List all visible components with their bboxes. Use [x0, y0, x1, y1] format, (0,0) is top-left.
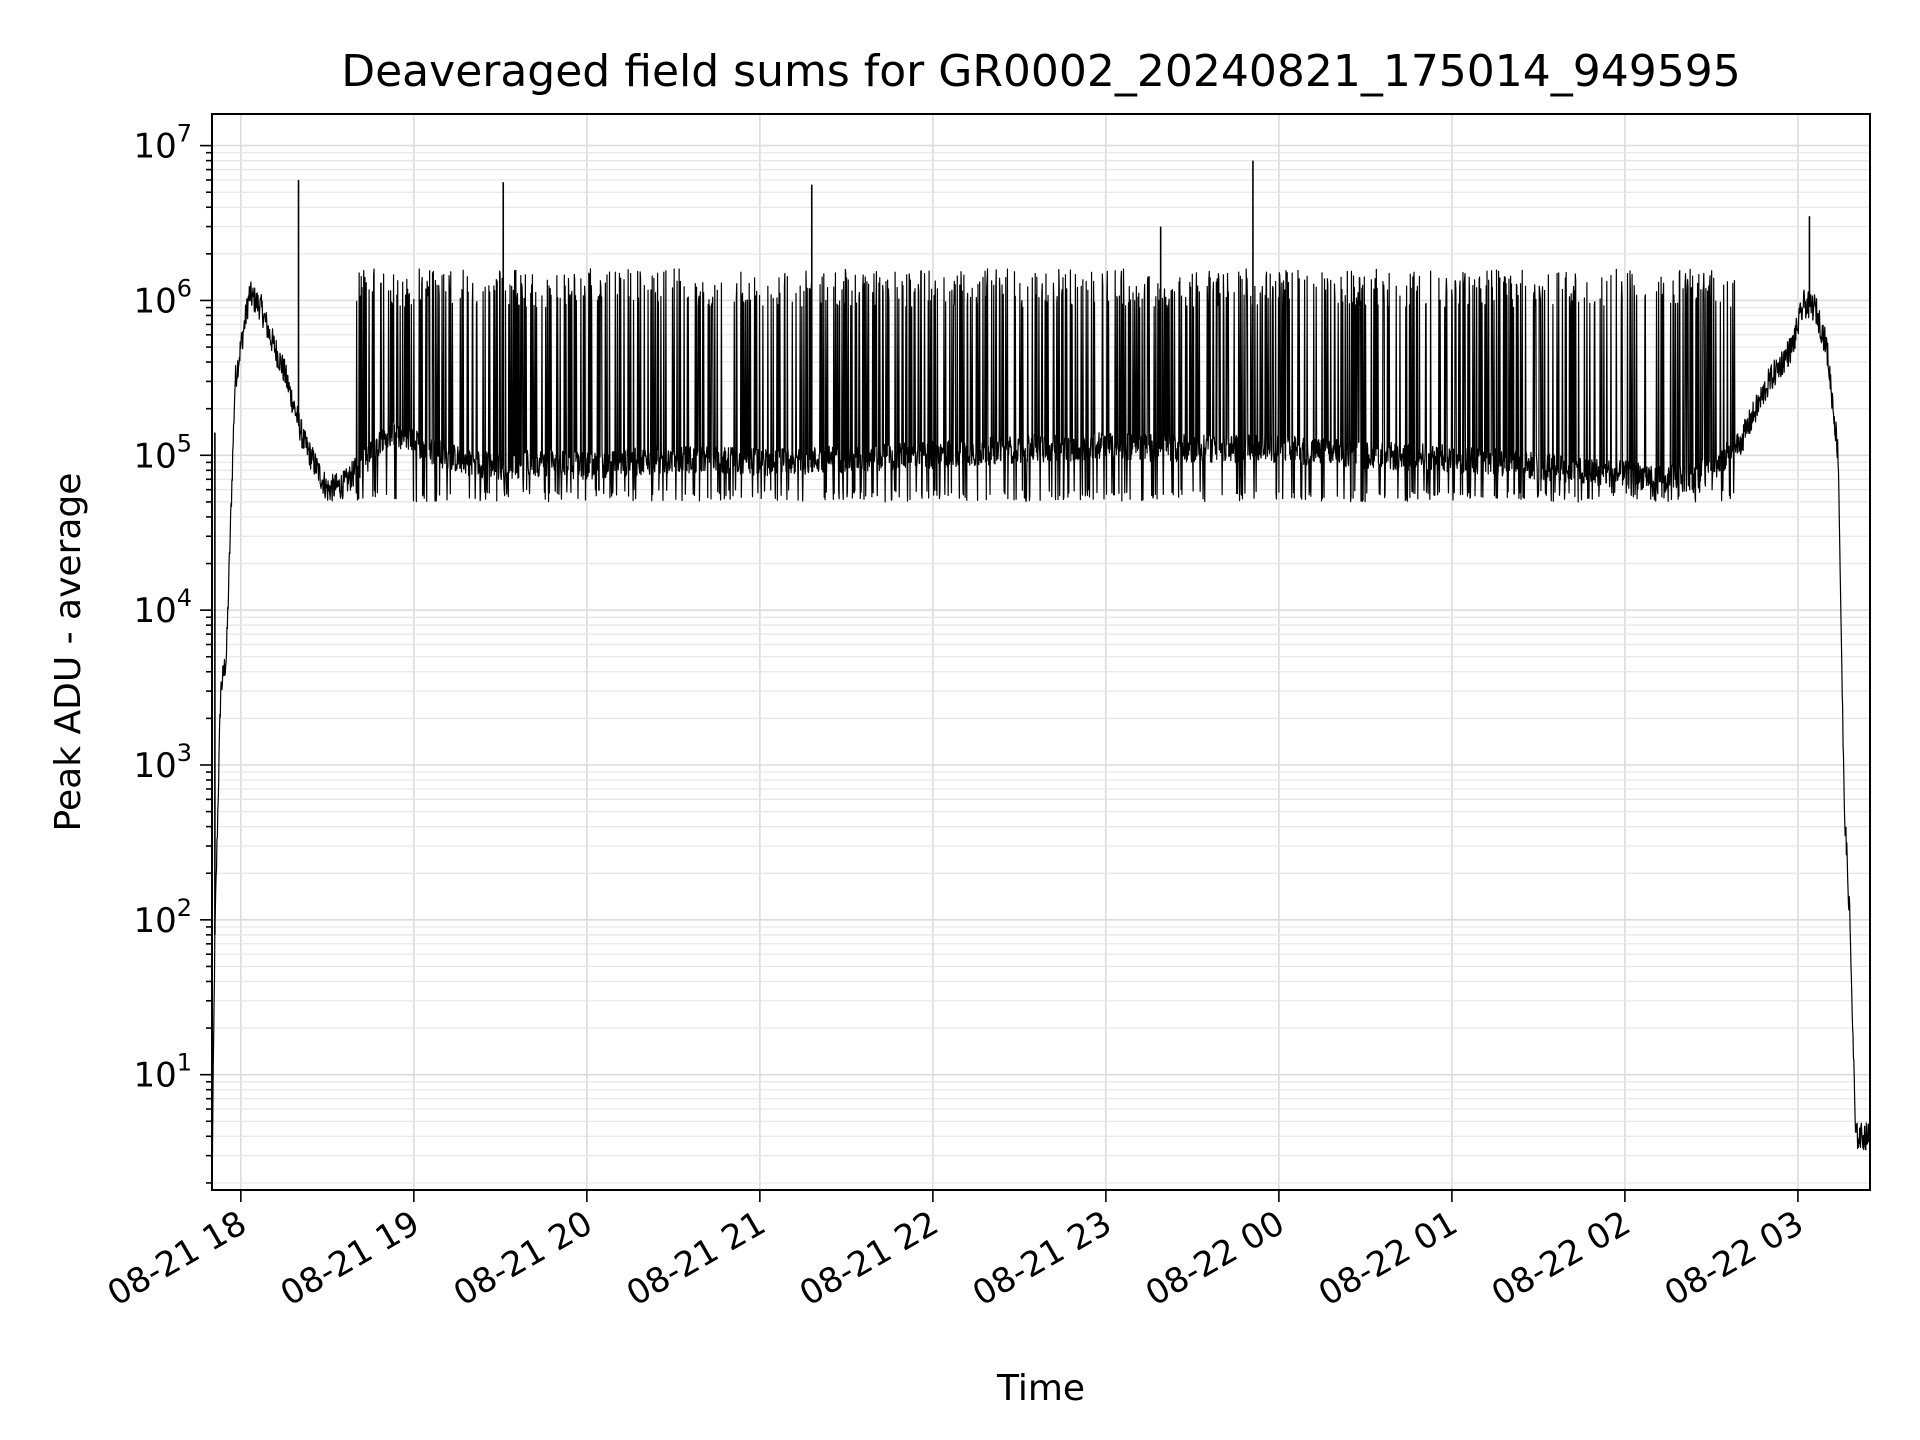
y-tick-label: 104: [133, 584, 192, 631]
axis-ticks: [200, 144, 1799, 1202]
y-tick-label: 105: [133, 429, 192, 476]
y-tick-label: 101: [133, 1049, 192, 1096]
y-tick-label: 106: [133, 274, 192, 321]
x-axis-label: Time: [996, 1368, 1085, 1409]
y-tick-label: 103: [133, 739, 192, 786]
y-tick-labels: 101 102 103 104 105 106 107: [133, 120, 192, 1096]
y-tick-label: 107: [133, 120, 192, 167]
series-layer: [211, 160, 1871, 1186]
y-tick-label: 102: [133, 894, 192, 941]
y-axis-label: Peak ADU - average: [48, 473, 89, 832]
plot-frame: [211, 113, 1871, 1191]
chart-title: Deaveraged field sums for GR0002_2024082…: [341, 46, 1741, 97]
series-line: [211, 268, 1871, 1186]
